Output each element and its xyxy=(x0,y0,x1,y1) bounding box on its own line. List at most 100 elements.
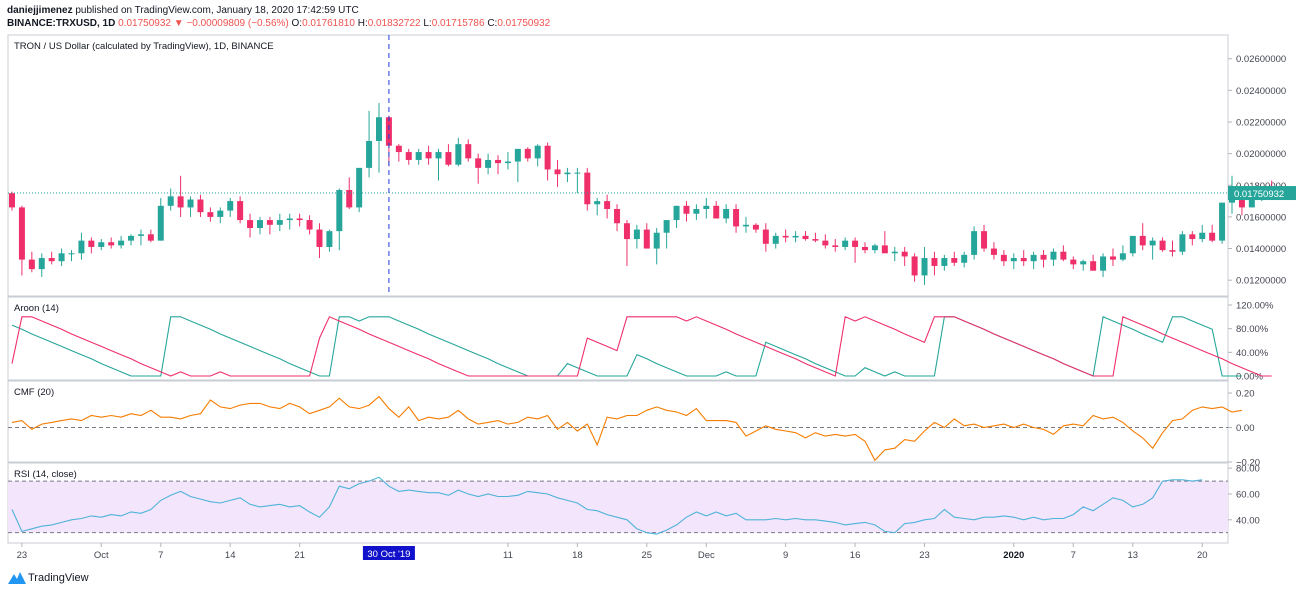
rsi-pane[interactable]: RSI (14, close) 80.00 60.00 40.00 xyxy=(8,464,1260,535)
candle xyxy=(177,175,184,217)
rsi-line xyxy=(11,476,1203,535)
time-axis-label: Oct xyxy=(94,550,109,561)
candle xyxy=(465,139,472,162)
candle xyxy=(395,144,402,162)
candle-body xyxy=(1020,258,1027,262)
candle xyxy=(723,204,730,224)
candle-body xyxy=(197,199,204,213)
candle-body xyxy=(574,172,581,174)
candle xyxy=(703,197,710,219)
time-axis-label: 23 xyxy=(17,550,28,561)
candle-body xyxy=(802,235,809,240)
crosshair-date-badge xyxy=(362,546,415,560)
crosshair-overlay: 30 Oct '19 xyxy=(362,35,415,560)
candle-body xyxy=(931,258,938,266)
candle xyxy=(385,115,392,167)
time-axis-label: 14 xyxy=(225,550,236,561)
candle xyxy=(336,188,343,251)
candle xyxy=(1199,224,1206,243)
candle xyxy=(38,253,45,278)
candle-body xyxy=(395,145,402,153)
last-price-badge xyxy=(1228,186,1296,201)
price-axis-tick-label: 0.02400000 xyxy=(1236,86,1286,97)
candle xyxy=(1209,224,1216,243)
candle xyxy=(286,213,293,230)
candle xyxy=(167,188,174,211)
candle xyxy=(276,213,283,232)
aroon-down-line xyxy=(11,316,1272,377)
price-axis-tick-label: 0.01400000 xyxy=(1236,244,1286,255)
price-axis-tick-label: 0.01200000 xyxy=(1236,276,1286,287)
candle-body xyxy=(832,245,839,247)
candle xyxy=(1179,231,1186,255)
candle xyxy=(1129,235,1136,257)
candle xyxy=(375,103,382,173)
candle xyxy=(366,110,373,178)
candle-body xyxy=(772,235,779,244)
candle xyxy=(48,251,55,265)
candle xyxy=(485,153,492,175)
candle xyxy=(792,231,799,243)
aroon-pane[interactable]: Aroon (14) 120.00% 80.00% 40.00% 0.00% xyxy=(11,301,1274,383)
candle-body xyxy=(405,152,412,160)
candle xyxy=(1020,250,1027,266)
time-axis-label: 9 xyxy=(783,550,788,561)
candle xyxy=(108,237,115,249)
aroon-axis-tick-label: 80.00% xyxy=(1236,324,1269,335)
change-arrow-icon: ▼ xyxy=(173,18,184,29)
candle-body xyxy=(495,159,502,164)
candle-body xyxy=(187,199,194,208)
cmf-axis-tick-label: 0.20 xyxy=(1236,389,1255,400)
candle xyxy=(237,196,244,224)
rsi-axis-tick-label: 40.00 xyxy=(1236,515,1260,526)
candle xyxy=(1000,250,1007,266)
candle xyxy=(534,144,541,167)
author-name[interactable]: daniejjimenez xyxy=(7,5,73,16)
candle-body xyxy=(594,201,601,205)
candle-body xyxy=(425,152,432,159)
candle-body xyxy=(455,144,462,165)
tradingview-logo[interactable]: TradingView xyxy=(8,572,89,585)
candle xyxy=(1050,248,1057,266)
candle xyxy=(1080,259,1087,271)
candle-body xyxy=(177,196,184,208)
candle-body xyxy=(921,258,928,276)
candle-body xyxy=(1248,196,1255,208)
candle-body xyxy=(18,207,25,260)
candle-body xyxy=(1040,254,1047,260)
candle-body xyxy=(1000,254,1007,262)
close-label: C: xyxy=(487,18,498,29)
candle xyxy=(1070,256,1077,270)
cmf-axis-tick-label: −0.20 xyxy=(1236,458,1260,469)
time-axis-label: 25 xyxy=(642,550,653,561)
price-pane[interactable]: TRON / US Dollar (calculated by TradingV… xyxy=(8,41,1296,287)
candle xyxy=(693,204,700,221)
candle-body xyxy=(118,240,125,246)
price-pane-title: TRON / US Dollar (calculated by TradingV… xyxy=(14,41,274,52)
candle xyxy=(1060,245,1067,262)
time-axis[interactable]: 23 Oct 7 14 21 11 18 25 Dec 9 16 23 2020 7 13 20 xyxy=(17,543,1208,561)
candle xyxy=(713,201,720,219)
candle xyxy=(1040,250,1047,268)
candle xyxy=(852,237,859,263)
candle xyxy=(58,248,65,266)
candle-body xyxy=(822,240,829,246)
candle-body xyxy=(435,152,442,159)
candle-body xyxy=(544,145,551,170)
candle xyxy=(415,148,422,165)
candle-body xyxy=(485,159,492,168)
candle xyxy=(227,197,234,217)
aroon-axis-tick-label: 40.00% xyxy=(1236,348,1269,359)
candle xyxy=(921,246,928,285)
candle-body xyxy=(1238,193,1245,208)
cmf-pane[interactable]: CMF (20) 0.20 0.00 −0.20 xyxy=(8,387,1260,469)
candle xyxy=(207,207,214,222)
plot-background xyxy=(8,35,1228,543)
candle xyxy=(1119,245,1126,262)
candle xyxy=(782,229,789,243)
candle-body xyxy=(564,172,571,175)
time-axis-label: 20 xyxy=(1197,550,1208,561)
candle xyxy=(673,205,680,228)
candle-body xyxy=(911,256,918,276)
